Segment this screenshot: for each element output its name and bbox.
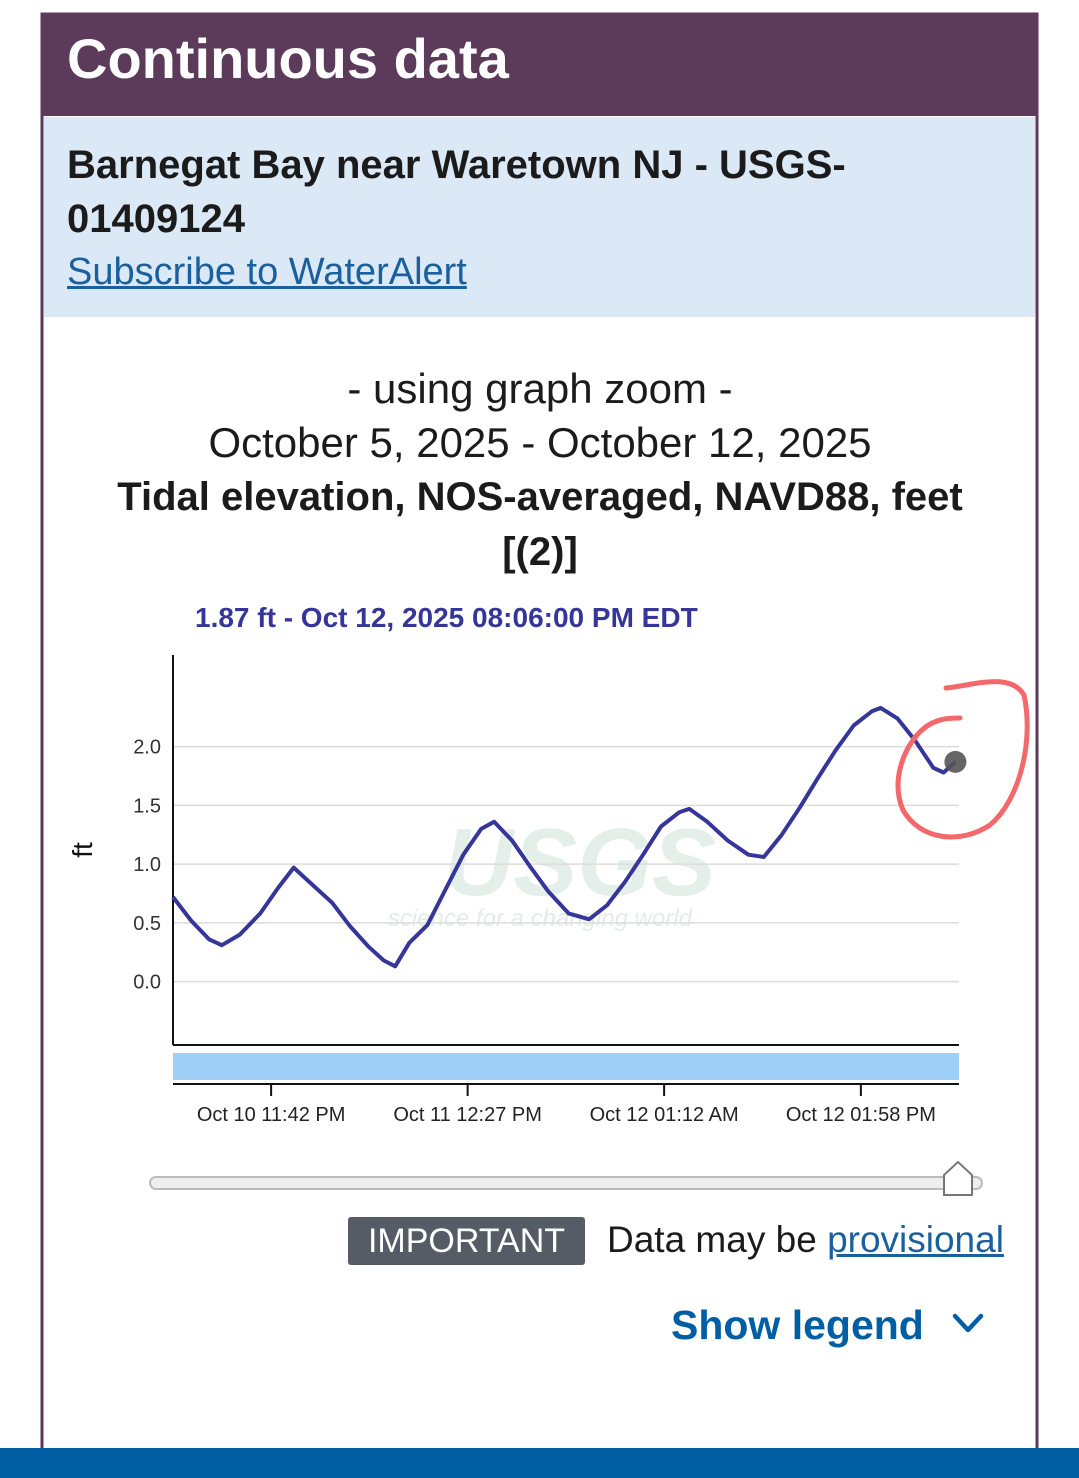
important-badge: IMPORTANT: [348, 1217, 585, 1265]
show-legend[interactable]: Show legend: [671, 1302, 924, 1348]
data-line: [171, 705, 957, 969]
site-box: [44, 117, 1035, 317]
x-tick-label: Oct 11 12:27 PM: [393, 1104, 542, 1126]
y-tick-label: 1.0: [133, 854, 161, 876]
site-name: Barnegat Bay near Waretown NJ - USGS-014…: [67, 143, 846, 241]
parameter-title: Tidal elevation, NOS-averaged, NAVD88, f…: [117, 475, 963, 574]
bottom-bar: [0, 1448, 1079, 1478]
watermark-tagline: science for a changing world: [388, 905, 693, 932]
y-tick-label: 1.5: [133, 795, 161, 817]
x-tick-label: Oct 10 11:42 PM: [197, 1104, 346, 1126]
provisional-link[interactable]: provisional: [827, 1219, 1004, 1260]
x-tick-label: Oct 12 01:58 PM: [786, 1104, 936, 1126]
note-text: Data may be: [607, 1219, 817, 1260]
y-axis-label: ft: [67, 842, 98, 858]
zoom-note: - using graph zoom -: [347, 365, 733, 412]
panel-header: [42, 14, 1037, 116]
hand-drawn-circle: [895, 679, 1030, 840]
panel-title: Continuous data: [67, 27, 509, 90]
hover-point: [944, 750, 967, 773]
subscribe-link[interactable]: Subscribe to WaterAlert: [67, 251, 467, 293]
brush-strip: [173, 1053, 959, 1080]
date-range: October 5, 2025 - October 12, 2025: [208, 419, 872, 466]
y-tick-label: 0.5: [133, 913, 161, 935]
x-tick-label: Oct 12 01:12 AM: [590, 1104, 739, 1126]
y-tick-label: 0.0: [133, 972, 161, 994]
chevron-icon: [952, 1313, 984, 1333]
provisional-note: Data may be provisional: [607, 1214, 1004, 1266]
zoom-slider-track: [149, 1176, 983, 1190]
watermark-logo: USGS: [444, 809, 716, 916]
zoom-slider-handle[interactable]: [943, 1160, 973, 1196]
y-tick-label: 2.0: [133, 737, 161, 759]
tooltip: 1.87 ft - Oct 12, 2025 08:06:00 PM EDT: [195, 602, 698, 633]
